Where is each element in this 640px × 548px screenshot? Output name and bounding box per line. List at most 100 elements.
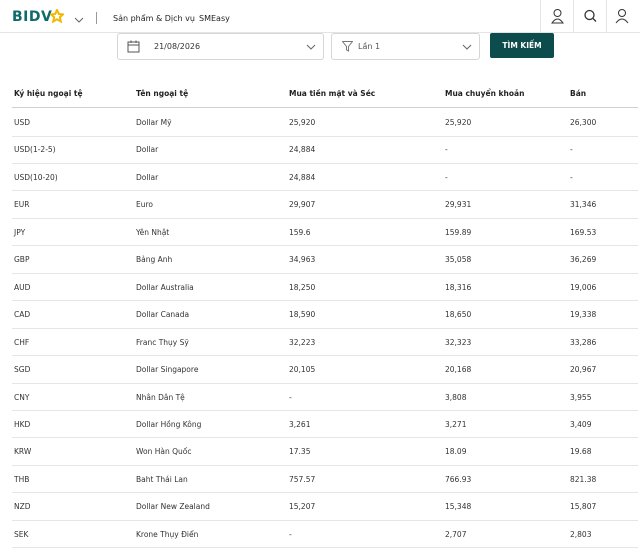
cell: Euro [136,200,153,210]
account-button[interactable] [606,0,640,32]
logo[interactable]: BIDV [12,9,53,25]
cell: 18,250 [289,282,316,292]
cell: 19.68 [570,447,592,457]
cell: 15,207 [289,502,316,512]
cell: - [570,145,573,155]
cell: 26,300 [570,118,597,127]
cell: 159.89 [445,227,472,237]
cell: 19,338 [570,310,597,320]
cell: 24,884 [289,172,316,182]
search-button[interactable] [573,0,607,32]
row-rule [12,437,638,439]
cell: 20,168 [445,365,472,375]
cell: 20,105 [289,365,316,375]
row-rule [12,355,638,357]
row-rule [12,162,638,164]
cell: Yên Nhật [136,227,170,237]
cell: 766.93 [445,474,472,484]
row-rule [12,410,638,411]
currency-code: NZD [14,502,31,512]
currency-code: HKD [14,419,31,429]
currency-code: JPY [14,227,26,237]
cell: 3,808 [445,392,467,402]
currency-code: EUR [14,200,30,210]
column-header: Ký hiệu ngoại tệ [14,89,83,98]
cell: 25,920 [289,118,316,127]
row-rule [12,382,638,384]
cell: 15,348 [445,502,472,512]
cell: Won Hàn Quốc [136,447,192,457]
user-button[interactable] [540,0,574,32]
currency-code: AUD [14,282,31,292]
cell: 34,963 [289,255,316,265]
cell: - [570,172,573,182]
date-input[interactable]: 21/08/2026 [117,33,324,60]
column-header: Tên ngoại tệ [136,89,189,98]
top-bar: BIDV Sản phẩm & Dịch vụ SMEasy [0,0,640,33]
divider [96,12,97,24]
column-header: Mua tiền mặt và Séc [289,89,376,98]
cell: 35,058 [445,255,472,265]
cell: 33,286 [570,337,597,347]
cell: 29,907 [289,200,316,210]
logo-star [50,9,64,23]
cell: 15,807 [570,502,597,512]
dropdown-chevron[interactable] [74,17,84,23]
cell: - [445,145,448,155]
nav-link[interactable]: SMEasy [199,14,230,23]
cell: 31,346 [570,200,597,210]
cell: Nhân Dân Tệ [136,392,185,402]
currency-code: SGD [14,365,31,375]
header-rule [12,107,638,108]
cell: 19,006 [570,282,597,292]
cell: 18,316 [445,282,472,292]
cell: 17.35 [289,447,311,457]
cell: Bảng Anh [136,255,173,265]
cell: Dollar [136,172,159,182]
column-header: Bán [570,89,587,98]
column-header: Mua chuyển khoản [445,89,525,98]
cell: 25,920 [445,118,472,127]
cell: Krone Thụy Điển [136,529,199,539]
nav-link[interactable]: Sản phẩm & Dịch vụ [113,14,195,23]
search-submit[interactable]: TÌM KIẾM [490,33,554,58]
row-rule [12,217,638,219]
currency-code: USD(10-20) [14,172,58,182]
cell: 18.09 [445,447,467,457]
session-select[interactable]: Lần 1 [331,33,480,60]
row-rule [12,492,638,494]
cell: 20,967 [570,365,597,375]
row-rule [12,327,638,329]
currency-code: SEK [14,529,29,539]
cell: 36,269 [570,255,597,265]
cell: Dollar Mỹ [136,118,172,127]
cell: - [289,529,292,539]
cell: 18,590 [289,310,316,320]
cell: Dollar Singapore [136,365,199,375]
cell: 821.38 [570,474,597,484]
cell: 757.57 [289,474,316,484]
date-value: 21/08/2026 [154,42,201,51]
cell: - [289,392,292,402]
cell: Dollar New Zealand [136,502,210,512]
cell: Dollar [136,145,159,155]
currency-code: KRW [14,447,32,457]
cell: 169.53 [570,227,597,237]
cell: 29,931 [445,200,472,210]
row-rule [12,272,638,274]
row-rule [12,245,638,247]
cell: 159.6 [289,227,311,237]
row-rule [12,135,638,137]
currency-code: GBP [14,255,30,265]
currency-code: CNY [14,392,30,402]
currency-code: CAD [14,310,31,320]
cell: Dollar Hồng Kông [136,419,202,429]
cell: 3,955 [570,392,592,402]
cell: Dollar Canada [136,310,190,320]
cell: - [445,172,448,182]
cell: 3,261 [289,419,311,429]
currency-code: CHF [14,337,30,347]
cell: 32,323 [445,337,472,347]
session-value: Lần 1 [358,42,381,51]
